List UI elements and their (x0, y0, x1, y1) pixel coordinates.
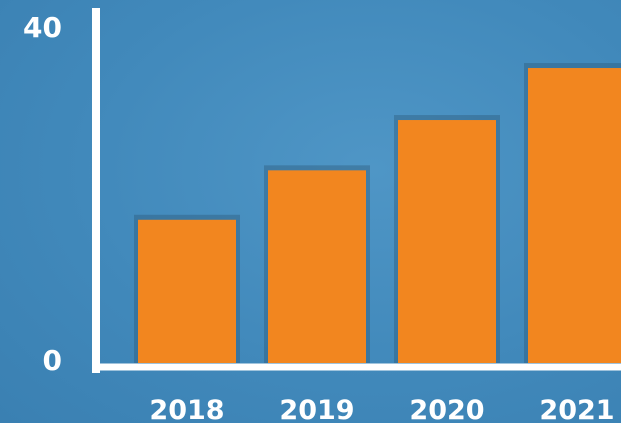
x-tick-label-2019: 2019 (279, 395, 354, 423)
bars-group (134, 63, 621, 363)
y-tick-label-min: 0 (43, 344, 62, 377)
y-tick-label-max: 40 (23, 11, 62, 44)
x-tick-label-2018: 2018 (149, 395, 224, 423)
bar-2020 (398, 120, 496, 363)
bar-2018 (138, 219, 236, 363)
x-tick-label-2020: 2020 (409, 395, 484, 423)
bar-2021 (528, 68, 621, 363)
x-tick-label-2021: 2021 (539, 395, 614, 423)
bar-2019 (268, 170, 366, 363)
x-tick-labels: 2018 2019 2020 2021 (149, 395, 614, 423)
